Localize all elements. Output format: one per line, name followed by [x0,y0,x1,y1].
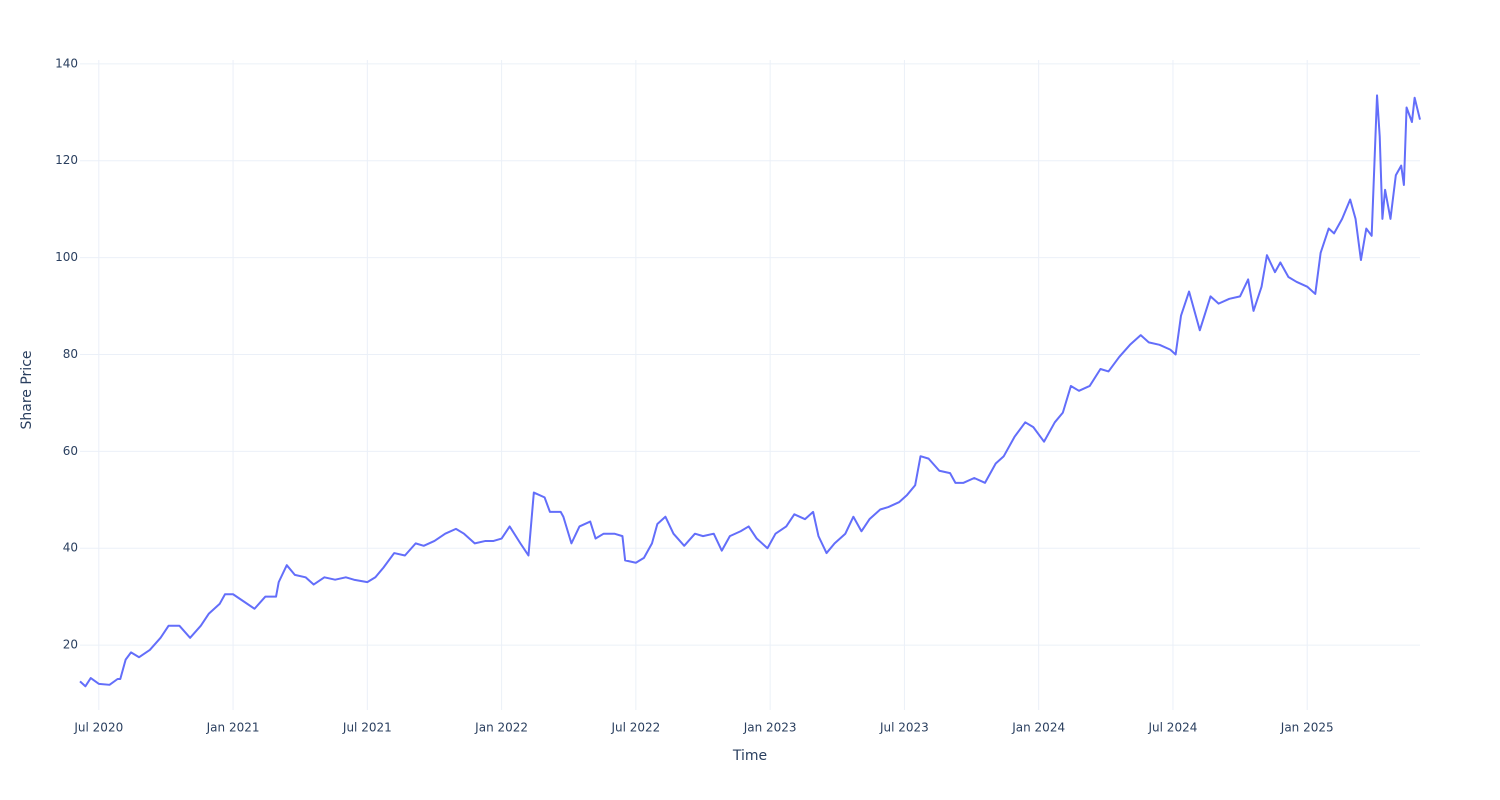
x-tick-label: Jan 2023 [743,721,797,735]
x-tick-label: Jul 2020 [73,721,123,735]
x-tick-label: Jan 2022 [474,721,528,735]
x-tick-label: Jul 2024 [1148,721,1198,735]
x-axis-title: Time [732,748,767,764]
x-tick-label: Jul 2021 [342,721,392,735]
x-tick-label: Jan 2021 [206,721,260,735]
x-tick-label: Jan 2024 [1011,721,1065,735]
price-line [79,94,1421,688]
y-tick-label: 60 [63,444,78,458]
x-tick-label: Jan 2025 [1280,721,1334,735]
y-tick-label: 40 [63,541,78,555]
y-axis-title: Share Price [19,350,35,429]
y-tick-label: 80 [63,347,78,361]
x-tick-label: Jul 2022 [610,721,660,735]
grid [80,60,1420,710]
y-tick-label: 140 [55,56,78,70]
y-tick-label: 120 [55,153,78,167]
x-tick-label: Jul 2023 [879,721,929,735]
y-tick-label: 20 [63,638,78,652]
y-tick-label: 100 [55,250,78,264]
